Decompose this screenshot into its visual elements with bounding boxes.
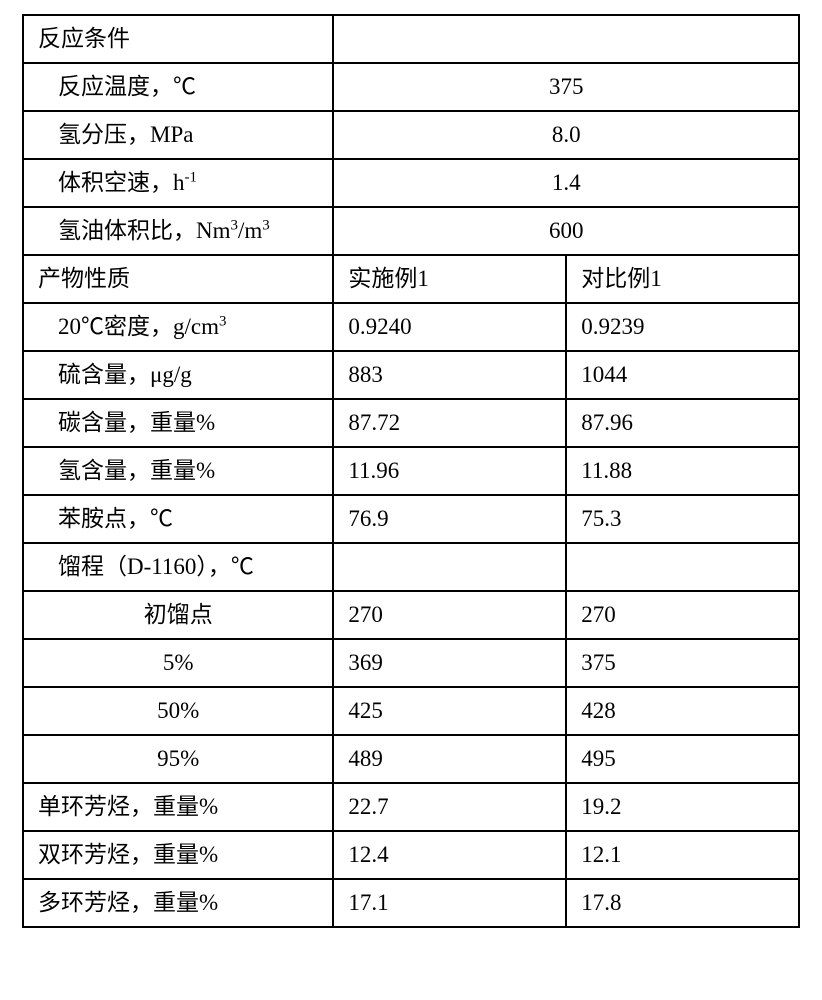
row-value-v2: 11.88 xyxy=(566,447,799,495)
table-row: 体积空速，h-1 1.4 xyxy=(23,159,799,207)
row-value-v1: 76.9 xyxy=(333,495,566,543)
row-label: 多环芳烃，重量% xyxy=(23,879,333,927)
row-value-v1: 369 xyxy=(333,639,566,687)
row-value-v1: 425 xyxy=(333,687,566,735)
table-row: 双环芳烃，重量% 12.4 12.1 xyxy=(23,831,799,879)
row-value: 8.0 xyxy=(333,111,799,159)
table-row: 氢含量，重量% 11.96 11.88 xyxy=(23,447,799,495)
row-label: 体积空速，h-1 xyxy=(23,159,333,207)
row-label: 反应温度，℃ xyxy=(23,63,333,111)
row-label: 氢含量，重量% xyxy=(23,447,333,495)
empty-cell xyxy=(333,15,799,63)
section-header-product: 产物性质 xyxy=(23,255,333,303)
row-value-v1: 270 xyxy=(333,591,566,639)
column-header-example1: 实施例1 xyxy=(333,255,566,303)
row-value-v2: 428 xyxy=(566,687,799,735)
table-row: 20℃密度，g/cm3 0.9240 0.9239 xyxy=(23,303,799,351)
row-value-v1: 17.1 xyxy=(333,879,566,927)
table-row: 反应条件 xyxy=(23,15,799,63)
row-label: 95% xyxy=(23,735,333,783)
row-value: 375 xyxy=(333,63,799,111)
row-label: 50% xyxy=(23,687,333,735)
row-label: 5% xyxy=(23,639,333,687)
row-value: 1.4 xyxy=(333,159,799,207)
row-value-v2: 19.2 xyxy=(566,783,799,831)
row-value-v1: 11.96 xyxy=(333,447,566,495)
row-value-v1: 489 xyxy=(333,735,566,783)
table-row: 产物性质 实施例1 对比例1 xyxy=(23,255,799,303)
table-row: 50% 425 428 xyxy=(23,687,799,735)
table-row: 馏程（D-1160），℃ xyxy=(23,543,799,591)
empty-cell xyxy=(566,543,799,591)
row-label: 20℃密度，g/cm3 xyxy=(23,303,333,351)
row-value-v1: 12.4 xyxy=(333,831,566,879)
row-label: 初馏点 xyxy=(23,591,333,639)
table-row: 反应温度，℃ 375 xyxy=(23,63,799,111)
row-label: 氢分压，MPa xyxy=(23,111,333,159)
data-table: 反应条件 反应温度，℃ 375 氢分压，MPa 8.0 体积空速，h-1 1.4… xyxy=(22,14,800,928)
row-label: 苯胺点，℃ xyxy=(23,495,333,543)
row-label: 硫含量，μg/g xyxy=(23,351,333,399)
row-value-v2: 75.3 xyxy=(566,495,799,543)
row-value-v1: 883 xyxy=(333,351,566,399)
table-row: 碳含量，重量% 87.72 87.96 xyxy=(23,399,799,447)
table-row: 多环芳烃，重量% 17.1 17.8 xyxy=(23,879,799,927)
empty-cell xyxy=(333,543,566,591)
table-row: 5% 369 375 xyxy=(23,639,799,687)
table-row: 氢分压，MPa 8.0 xyxy=(23,111,799,159)
row-value-v1: 87.72 xyxy=(333,399,566,447)
row-value-v1: 22.7 xyxy=(333,783,566,831)
row-value-v2: 1044 xyxy=(566,351,799,399)
table-row: 初馏点 270 270 xyxy=(23,591,799,639)
row-value-v2: 17.8 xyxy=(566,879,799,927)
table-row: 苯胺点，℃ 76.9 75.3 xyxy=(23,495,799,543)
section-header-distillation: 馏程（D-1160），℃ xyxy=(23,543,333,591)
table-row: 硫含量，μg/g 883 1044 xyxy=(23,351,799,399)
table-row: 95% 489 495 xyxy=(23,735,799,783)
row-value-v1: 0.9240 xyxy=(333,303,566,351)
row-value-v2: 12.1 xyxy=(566,831,799,879)
section-header-reaction: 反应条件 xyxy=(23,15,333,63)
row-label: 单环芳烃，重量% xyxy=(23,783,333,831)
row-label: 碳含量，重量% xyxy=(23,399,333,447)
row-value-v2: 87.96 xyxy=(566,399,799,447)
row-label: 双环芳烃，重量% xyxy=(23,831,333,879)
column-header-compare1: 对比例1 xyxy=(566,255,799,303)
row-value-v2: 0.9239 xyxy=(566,303,799,351)
table-row: 单环芳烃，重量% 22.7 19.2 xyxy=(23,783,799,831)
row-value-v2: 375 xyxy=(566,639,799,687)
row-value: 600 xyxy=(333,207,799,255)
table-row: 氢油体积比，Nm3/m3 600 xyxy=(23,207,799,255)
row-value-v2: 270 xyxy=(566,591,799,639)
row-label: 氢油体积比，Nm3/m3 xyxy=(23,207,333,255)
row-value-v2: 495 xyxy=(566,735,799,783)
